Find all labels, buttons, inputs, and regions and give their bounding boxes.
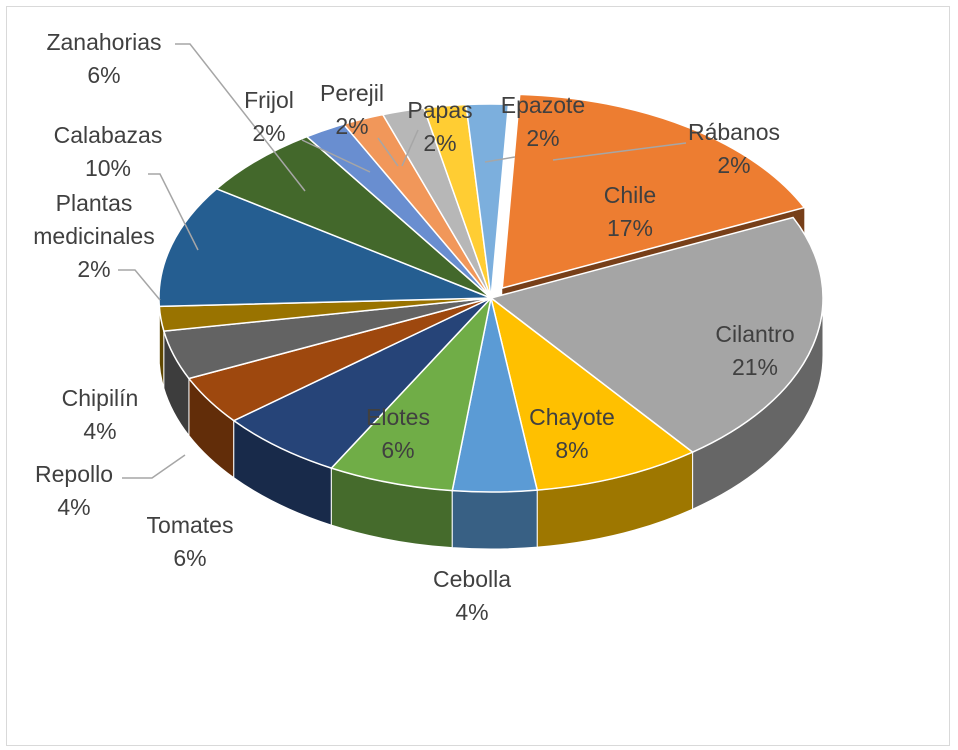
- data-label-cebolla: Cebolla 4%: [433, 566, 511, 625]
- label-pct: 17%: [607, 215, 653, 241]
- data-label-cilantro: Cilantro 21%: [715, 321, 794, 380]
- label-name: Elotes: [366, 404, 430, 430]
- leader-lines: [118, 43, 687, 479]
- leader-line-perejil: [377, 137, 399, 167]
- data-label-chile: Chile 17%: [604, 182, 656, 241]
- label-pct: 2%: [77, 256, 110, 282]
- pie-slice-elotes: [330, 295, 493, 492]
- data-label-zanahorias: Zanahorias 6%: [46, 29, 161, 88]
- label-name: Zanahorias: [46, 29, 161, 55]
- label-pct: 2%: [423, 130, 456, 156]
- data-label-frijol: Frijol 2%: [244, 87, 294, 146]
- label-name: Epazote: [501, 92, 585, 118]
- pie-slice-cilantro: [489, 216, 824, 454]
- label-pct: 4%: [57, 494, 90, 520]
- label-name: Tomates: [147, 512, 234, 538]
- leader-line-papas: [401, 129, 419, 167]
- label-pct: 10%: [85, 155, 131, 181]
- label-pct: 4%: [83, 418, 116, 444]
- label-pct: 2%: [335, 113, 368, 139]
- leader-line-frijol: [301, 139, 371, 173]
- data-label-elotes: Elotes 6%: [366, 404, 430, 463]
- pie-slice-zanahorias: [215, 135, 492, 299]
- label-pct: 6%: [381, 437, 414, 463]
- svg-text:Plantas: Plantas: [56, 190, 133, 216]
- data-label-tomates: Tomates 6%: [147, 512, 234, 571]
- data-label-rabanos: Rábanos 2%: [688, 119, 780, 178]
- label-name: Perejil: [320, 80, 384, 106]
- data-label-epazote: Epazote 2%: [501, 92, 585, 151]
- leader-line-calabazas: [148, 173, 199, 251]
- pie-side-cebolla: [451, 489, 538, 550]
- label-name: Frijol: [244, 87, 294, 113]
- pie-slice-tomates: [232, 297, 492, 469]
- pie-slice-calabazas: [158, 187, 492, 308]
- label-name: Chayote: [529, 404, 615, 430]
- pie-slice-chayote: [489, 296, 695, 491]
- label-name: Cilantro: [715, 321, 794, 347]
- label-pct: 6%: [87, 62, 120, 88]
- label-name: Repollo: [35, 461, 113, 487]
- leader-line-zanahorias: [175, 43, 306, 192]
- label-pct: 8%: [555, 437, 588, 463]
- leader-line-plantas-medicinales: [118, 269, 161, 301]
- label-name: Rábanos: [688, 119, 780, 145]
- pie-tops: [158, 93, 824, 493]
- data-label-repollo: Repollo 4%: [35, 461, 113, 520]
- data-label-papas: Papas 2%: [407, 97, 472, 156]
- label-name: Chipilín: [62, 385, 139, 411]
- pie-slice-rabanos: [465, 103, 510, 299]
- pie-slice-chile: [501, 93, 806, 290]
- label-name: Calabazas: [54, 122, 163, 148]
- label-pct: 4%: [455, 599, 488, 625]
- leader-line-epazote: [484, 156, 516, 163]
- data-label-perejil: Perejil 2%: [320, 80, 384, 139]
- label-name: Chile: [604, 182, 656, 208]
- data-label-chayote: Chayote 8%: [529, 404, 615, 463]
- label-pct: 6%: [173, 545, 206, 571]
- svg-text:medicinales: medicinales: [33, 223, 154, 249]
- leader-line-repollo: [122, 454, 186, 479]
- leader-line-rabanos: [552, 142, 687, 161]
- label-pct: 2%: [717, 152, 750, 178]
- label-name: Papas: [407, 97, 472, 123]
- label-pct: 2%: [252, 120, 285, 146]
- label-name: Cebolla: [433, 566, 511, 592]
- label-pct: 21%: [732, 354, 778, 380]
- label-pct: 2%: [526, 125, 559, 151]
- data-label-calabazas: Calabazas 10%: [54, 122, 163, 181]
- data-label-chipilin: Chipilín 4%: [62, 385, 139, 444]
- data-label-plantas-medicinales: Plantas medicinales 2%: [33, 190, 154, 282]
